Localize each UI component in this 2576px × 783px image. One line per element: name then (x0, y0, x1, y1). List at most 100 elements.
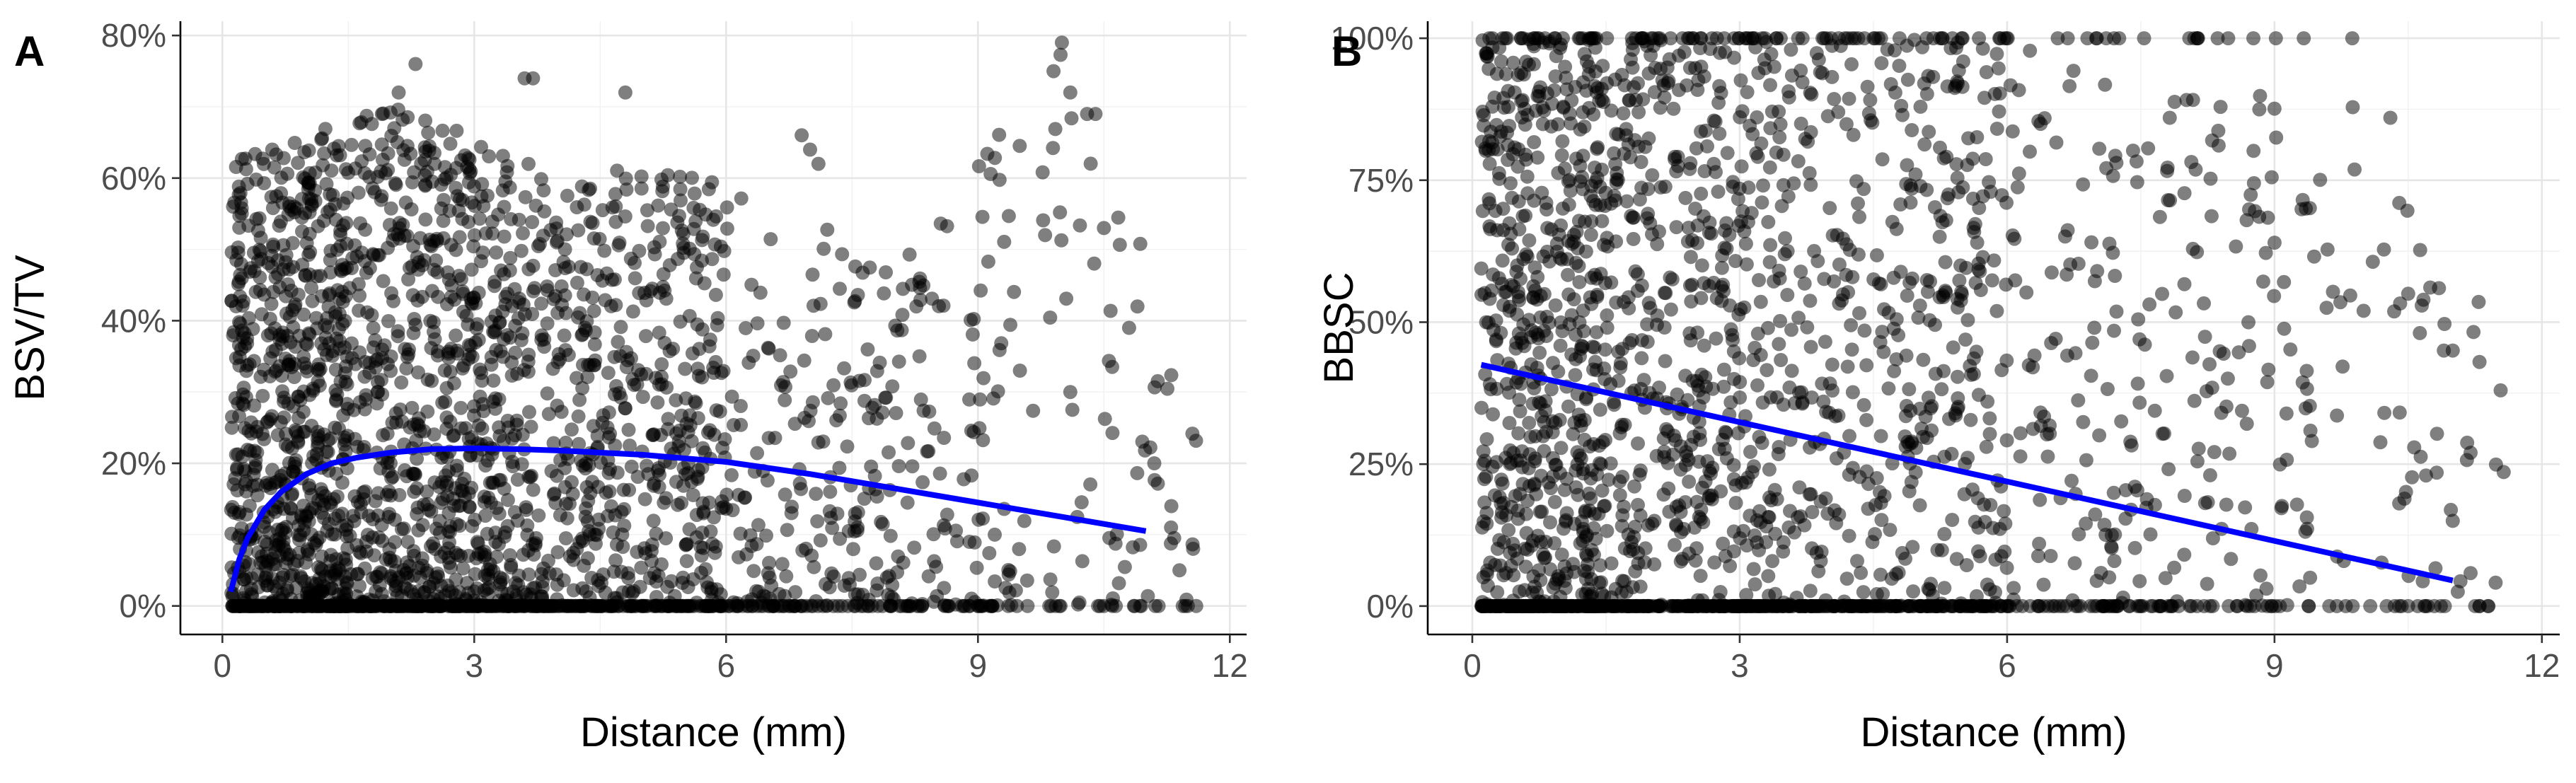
data-point (1133, 236, 1148, 251)
data-point (1553, 338, 1568, 353)
data-point (913, 392, 928, 407)
data-point (562, 260, 576, 274)
data-point (2067, 556, 2082, 571)
data-point (1800, 320, 1815, 335)
data-point (1791, 598, 1806, 613)
data-point (387, 121, 402, 136)
data-point (435, 395, 450, 410)
data-point (1734, 159, 1749, 174)
data-point (330, 283, 345, 298)
data-point (1900, 38, 1914, 53)
data-point (1164, 499, 1179, 514)
data-point (465, 349, 480, 364)
data-point (410, 506, 424, 521)
data-point (1903, 195, 1918, 210)
data-point (733, 399, 748, 413)
data-point (248, 146, 262, 161)
panel-tag: A (14, 28, 45, 75)
data-point (1678, 190, 1693, 205)
data-point (654, 357, 669, 371)
data-point (1588, 267, 1602, 282)
data-point (618, 209, 633, 224)
data-point (587, 598, 602, 613)
data-point (1054, 233, 1069, 248)
x-axis-title: Distance (mm) (580, 709, 847, 755)
data-point (1937, 598, 1952, 613)
data-point (811, 156, 826, 171)
data-point (1555, 134, 1570, 149)
data-point (870, 583, 884, 598)
data-point (331, 322, 346, 337)
data-point (707, 237, 722, 252)
data-point (431, 289, 446, 304)
data-point (1087, 256, 1102, 271)
data-point (347, 402, 362, 417)
data-point (2289, 497, 2304, 512)
data-point (579, 262, 594, 277)
data-point (1762, 490, 1777, 505)
data-point (778, 487, 792, 502)
data-point (1783, 504, 1797, 518)
data-point (1900, 72, 1915, 87)
data-point (1549, 49, 1564, 64)
data-point (269, 147, 284, 162)
data-point (1547, 536, 1562, 550)
data-point (1953, 258, 1968, 273)
data-point (467, 228, 482, 243)
data-point (488, 401, 503, 416)
scatter-points (1474, 31, 2511, 613)
data-point (681, 466, 695, 480)
data-point (1555, 324, 1570, 339)
data-point (1687, 520, 1702, 535)
data-point (1712, 79, 1727, 93)
data-point (2085, 335, 2100, 350)
data-point (522, 405, 536, 419)
data-point (451, 269, 466, 283)
data-point (547, 486, 562, 501)
data-point (265, 248, 279, 263)
data-point (1562, 173, 1577, 187)
data-point (775, 557, 790, 572)
data-point (383, 201, 398, 216)
data-point (1668, 433, 1683, 448)
data-point (303, 245, 318, 260)
data-point (1595, 162, 1610, 177)
data-point (988, 574, 1003, 588)
data-point (1977, 91, 1992, 105)
data-point (982, 546, 997, 560)
data-point (1762, 462, 1777, 477)
data-point (286, 567, 301, 582)
data-point (1662, 504, 1677, 519)
data-point (435, 123, 450, 138)
data-point (375, 387, 390, 402)
data-point (2239, 417, 2254, 431)
data-point (1600, 523, 1615, 538)
data-point (434, 579, 449, 593)
data-point (503, 250, 518, 265)
data-point (1501, 523, 1516, 538)
data-point (1756, 178, 1770, 193)
data-point (1769, 145, 1784, 160)
data-point (1001, 562, 1016, 577)
data-point (708, 287, 723, 302)
data-point (1518, 117, 1532, 132)
data-point (587, 303, 601, 318)
data-point (1582, 31, 1597, 46)
data-point (521, 354, 536, 369)
data-point (471, 332, 486, 347)
data-point (1603, 377, 1618, 392)
data-point (1924, 576, 1939, 591)
data-point (702, 339, 717, 354)
data-point (456, 561, 470, 576)
data-point (891, 354, 906, 369)
data-point (232, 505, 247, 519)
data-point (357, 369, 372, 384)
data-point (244, 426, 259, 441)
data-point (478, 509, 492, 523)
data-point (234, 206, 249, 221)
data-point (983, 167, 998, 181)
data-point (1869, 248, 1884, 262)
data-point (719, 501, 734, 516)
data-point (678, 538, 693, 552)
data-point (536, 183, 551, 198)
